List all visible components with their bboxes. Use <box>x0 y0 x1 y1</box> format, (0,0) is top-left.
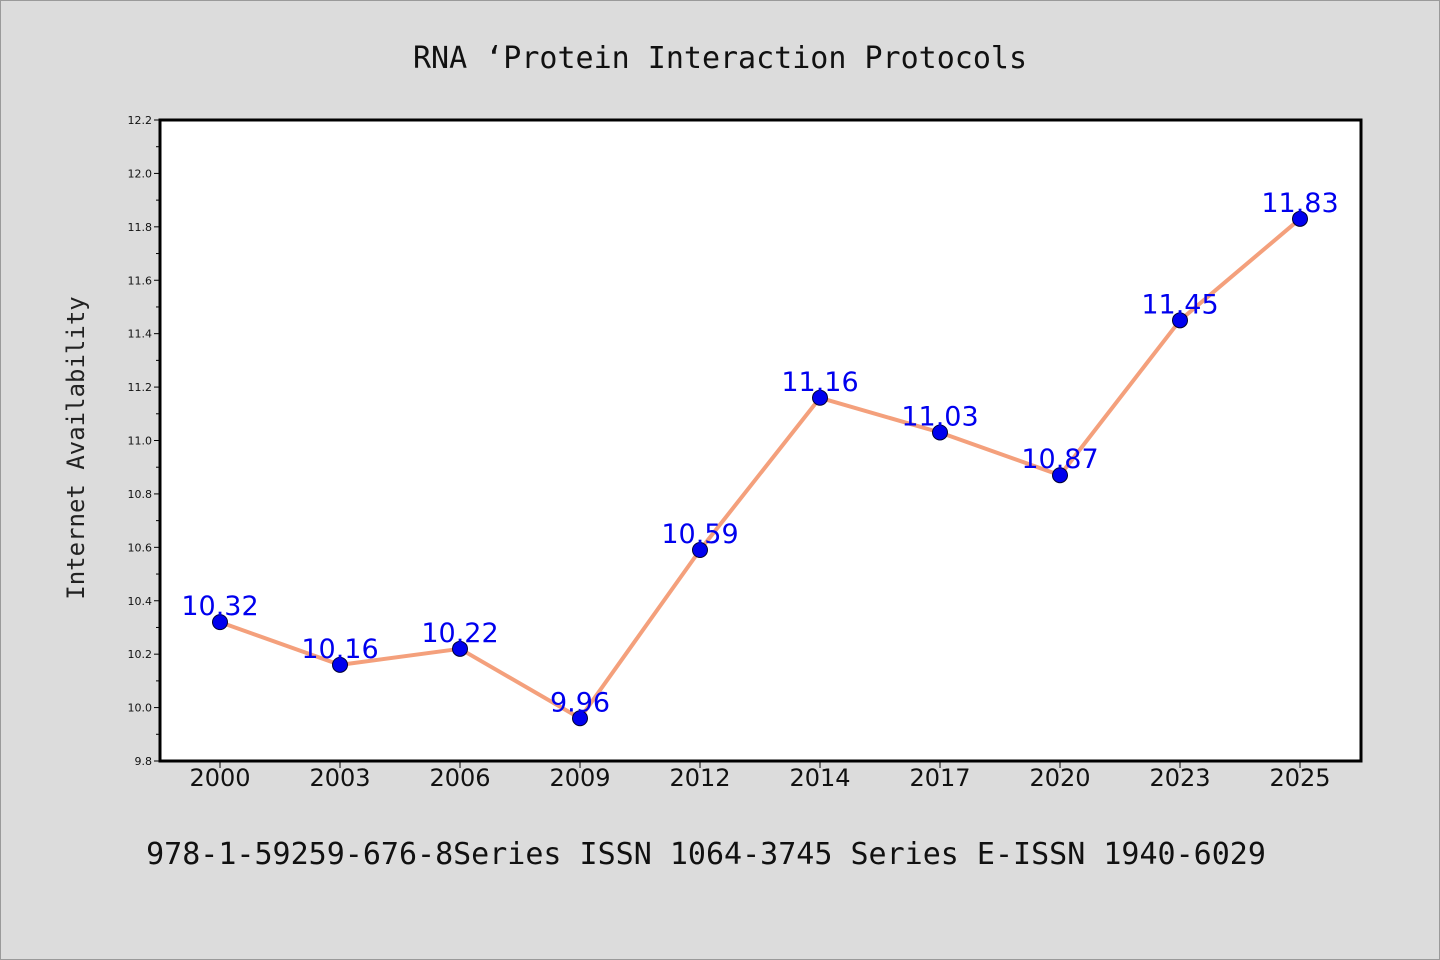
x-tick-label: 2003 <box>309 764 370 792</box>
y-axis: 9.8 10.0 10.2 10.4 10.6 10.8 11.0 11.2 11.4 11.6 1… <box>128 114 160 768</box>
y-tick-label: 12.2 <box>128 114 153 127</box>
data-point-marker <box>1052 467 1068 484</box>
chart-title: RNA ‘Protein Interaction Protocols <box>413 41 1027 76</box>
y-tick-label: 10.2 <box>128 648 153 661</box>
x-tick-label: 2020 <box>1029 764 1090 792</box>
data-label: 10.16 <box>301 634 378 665</box>
data-point-marker <box>932 424 948 441</box>
y-tick-label: 11.0 <box>128 435 153 448</box>
y-tick-label: 10.4 <box>128 595 153 608</box>
data-label: 11.45 <box>1141 289 1218 320</box>
data-point-marker <box>212 614 228 631</box>
data-series: 10.32 10.16 10.22 9.96 10.59 11.16 11.03 10.87 1… <box>181 188 1339 727</box>
y-tick-label: 11.4 <box>128 328 153 341</box>
data-label: 10.22 <box>421 618 498 649</box>
y-tick-label: 10.8 <box>128 488 153 501</box>
x-axis: 2000 2003 2006 2009 2012 2014 2017 2020 2023 2025 <box>189 761 1331 792</box>
plot-area <box>158 118 1363 763</box>
x-tick-label: 2009 <box>549 764 610 792</box>
x-tick-label: 2000 <box>189 764 250 792</box>
data-point-marker <box>1172 312 1188 329</box>
y-tick-label: 11.6 <box>128 274 153 287</box>
footer-isbn-issn: 978-1-59259-676-8Series ISSN 1064-3745 S… <box>146 837 1266 872</box>
data-label: 10.87 <box>1021 444 1098 475</box>
y-tick-label: 11.2 <box>128 381 153 394</box>
x-tick-label: 2017 <box>909 764 970 792</box>
data-label: 10.59 <box>661 519 738 550</box>
y-tick-label: 10.6 <box>128 541 153 554</box>
data-point-marker <box>452 640 468 657</box>
data-point-marker <box>572 710 588 727</box>
data-label: 11.83 <box>1261 188 1338 219</box>
y-tick-label: 12.0 <box>128 167 153 180</box>
data-label: 10.32 <box>181 591 258 622</box>
x-tick-label: 2025 <box>1269 764 1330 792</box>
data-label: 11.03 <box>901 401 978 432</box>
x-tick-label: 2006 <box>429 764 490 792</box>
data-point-marker <box>692 542 708 559</box>
y-tick-label: 9.8 <box>135 755 153 768</box>
data-point-marker <box>812 389 828 406</box>
data-label: 9.96 <box>550 687 610 718</box>
data-label: 11.16 <box>781 367 858 398</box>
series-line <box>219 217 1302 721</box>
y-tick-label: 10.0 <box>128 702 153 715</box>
y-axis-label: Internet Availability <box>62 296 90 599</box>
x-tick-label: 2023 <box>1149 764 1210 792</box>
data-point-marker <box>1292 210 1308 227</box>
y-tick-label: 11.8 <box>128 221 153 234</box>
x-tick-label: 2012 <box>669 764 730 792</box>
data-point-marker <box>332 656 348 673</box>
x-tick-label: 2014 <box>789 764 850 792</box>
